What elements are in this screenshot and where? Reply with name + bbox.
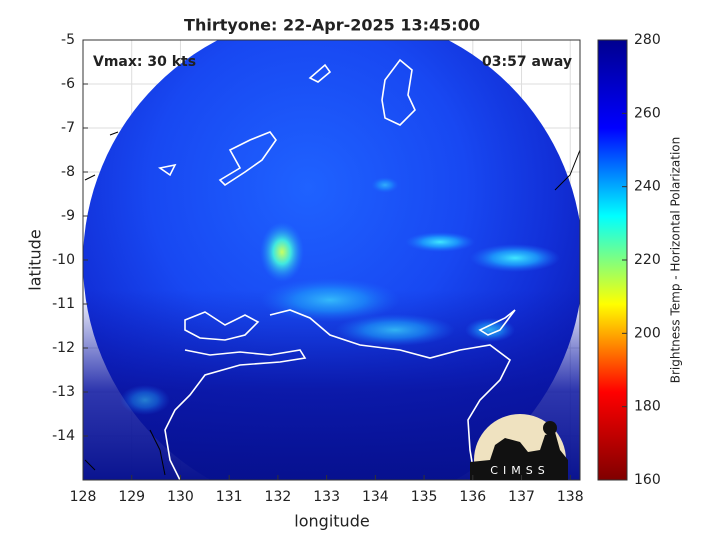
x-tick-label: 131	[216, 489, 243, 505]
colorbar-tick-label: 180	[634, 399, 661, 415]
y-axis-label: latitude	[26, 229, 45, 290]
annotation: 03:57 away	[482, 54, 572, 70]
colorbar-label: Brightness Temp - Horizontal Polarizatio…	[669, 137, 683, 384]
logo-text: CIMSS	[490, 464, 549, 477]
colorbar-tick-label: 160	[634, 472, 661, 488]
logo: CIMSS	[470, 414, 568, 480]
y-tick-label: -13	[52, 384, 75, 400]
x-tick-label: 134	[362, 489, 389, 505]
colorbar-tick-label: 260	[634, 105, 661, 121]
colorbar-tick-label: 240	[634, 179, 661, 195]
x-tick-label: 128	[70, 489, 97, 505]
y-tick-label: -9	[61, 208, 75, 224]
x-tick-label: 136	[459, 489, 486, 505]
map-area	[83, 40, 580, 480]
y-tick-label: -10	[52, 252, 75, 268]
y-tick-label: -11	[52, 296, 75, 312]
coastlines	[158, 58, 516, 480]
colorbar-tick-label: 200	[634, 325, 661, 341]
x-tick-label: 130	[167, 489, 194, 505]
y-tick-label: -8	[61, 164, 75, 180]
y-tick-label: -7	[61, 120, 75, 136]
annotation: Vmax: 30 kts	[93, 54, 196, 70]
x-tick-label: 137	[508, 489, 535, 505]
x-tick-label: 132	[265, 489, 292, 505]
x-tick-label: 138	[557, 489, 584, 505]
y-tick-label: -5	[61, 32, 75, 48]
x-tick-label: 129	[118, 489, 145, 505]
x-tick-label: 133	[313, 489, 340, 505]
title: Thirtyone: 22-Apr-2025 13:45:00	[184, 16, 480, 35]
y-tick-label: -12	[52, 340, 75, 356]
colorbar-tick-label: 280	[634, 32, 661, 48]
x-tick-label: 135	[411, 489, 438, 505]
x-axis-label: longitude	[294, 512, 369, 531]
y-tick-label: -14	[52, 428, 75, 444]
y-tick-label: -6	[61, 76, 75, 92]
colorbar-tick-label: 220	[634, 252, 661, 268]
